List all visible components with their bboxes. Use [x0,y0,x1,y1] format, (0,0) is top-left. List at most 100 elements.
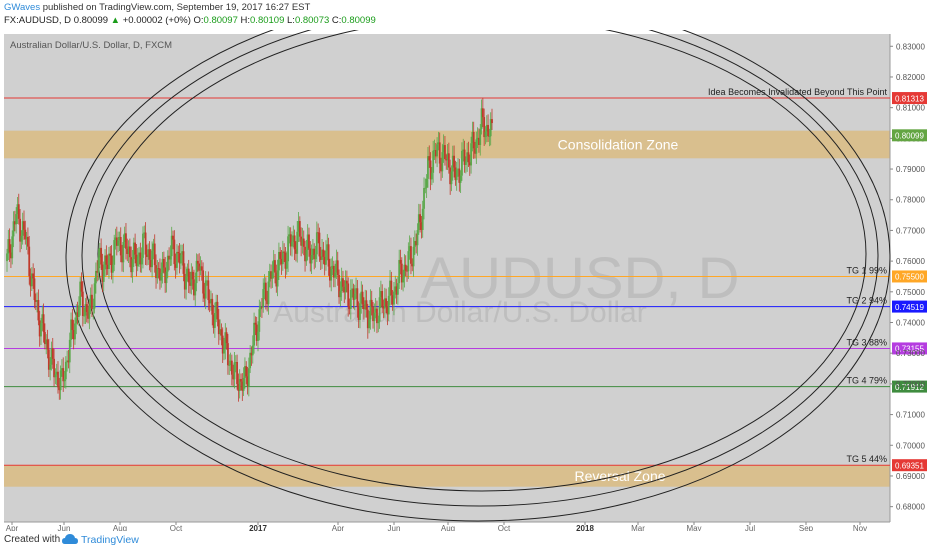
candle-body [170,235,173,257]
candle-body [156,268,159,279]
candle-body [404,264,407,271]
x-tick-label: Jun [388,524,401,531]
candle-body [46,339,49,350]
candle-body [240,378,242,382]
candle-body [352,288,355,300]
candle-body [89,294,92,306]
candle-body [179,254,182,264]
candle-body [152,243,155,251]
candle-body [428,156,431,161]
level-price-label: 0.73155 [895,345,924,354]
candle-body [292,235,295,242]
candle-body [44,332,46,345]
author-link[interactable]: GWaves [4,2,41,13]
candle-body [295,249,297,254]
candle-body [32,273,35,279]
candle-body [132,242,135,260]
candle-body [449,167,452,185]
candle-body [481,108,484,118]
candle-body [186,268,189,277]
candle-body [283,251,286,253]
candle-body [288,234,291,237]
candle-body [280,258,283,265]
candle-body [194,283,197,296]
candle-body [202,270,204,294]
candle-body [297,221,300,232]
candle-body [114,237,117,241]
candle-body [216,301,219,320]
candle-body [278,251,280,271]
candle-body [483,117,486,138]
candle-body [322,249,325,257]
candle-body [361,291,364,305]
candle-body [372,306,374,322]
chart-title: Australian Dollar/U.S. Dollar, D, FXCM [10,40,172,51]
candle-body [213,312,216,328]
candle-body [203,293,206,299]
tradingview-link[interactable]: TradingView [81,534,139,546]
candle-body [276,270,279,287]
candle-body [408,246,411,252]
y-tick-label: 0.83000 [896,42,925,51]
candle-body [279,251,282,259]
candle-body [177,251,180,254]
candle-body [438,142,441,164]
candle-body [117,240,120,246]
candle-body [125,233,127,249]
candle-body [138,252,140,257]
x-tick-label: Apr [6,524,19,531]
candle-body [105,255,108,265]
candle-body [305,250,308,262]
level-price-label: 0.75500 [895,273,924,282]
candle-body [253,322,255,346]
candle-body [84,304,87,316]
candle-body [421,208,424,230]
candle-body [325,250,327,265]
candle-body [94,270,97,284]
candle-body [289,234,292,247]
candle-body [25,236,28,240]
candle-body [17,204,20,219]
candle-body [148,249,151,260]
candle-body [122,241,125,263]
candle-body [281,251,284,265]
candle-body [7,239,10,254]
candle-body [37,300,40,321]
candle-body [433,150,436,151]
candle-body [75,312,78,324]
candle-body [236,361,238,385]
y-tick-label: 0.71000 [896,411,925,420]
x-tick-label: Apr [332,524,345,531]
candle-body [268,271,271,282]
candle-body [136,256,139,267]
candle-body [182,251,185,274]
candle-body [258,309,261,332]
y-tick-label: 0.73000 [896,349,925,358]
candle-body [381,291,384,307]
candle-body [364,300,367,310]
candle-body [395,286,398,295]
candle-body [63,379,66,382]
candle-body [398,259,401,284]
candle-body [57,371,59,388]
candle-body [470,143,472,166]
candle-body [237,384,240,392]
candle-body [220,329,223,336]
x-tick-label: Aug [441,524,455,531]
candle-body [91,294,93,309]
candle-body [30,273,33,287]
candle-body [419,214,421,223]
open-label: O: [193,15,204,26]
candle-body [15,214,18,225]
x-axis: Apr Jun Aug Oct 2017 Apr Jun Aug Oct 2018 Mar May Ju… [6,522,867,531]
candle-body [157,268,160,269]
price-chart[interactable]: AUDUSD, D Australian Dollar/U.S. Dollar … [0,30,932,531]
candle-body [360,291,363,304]
candle-body [411,263,414,267]
candle-body [321,249,323,260]
candle-body [374,308,377,313]
candle-body [233,362,236,380]
candle-body [357,307,360,320]
y-tick-label: 0.74000 [896,319,925,328]
candle-body [468,162,471,166]
